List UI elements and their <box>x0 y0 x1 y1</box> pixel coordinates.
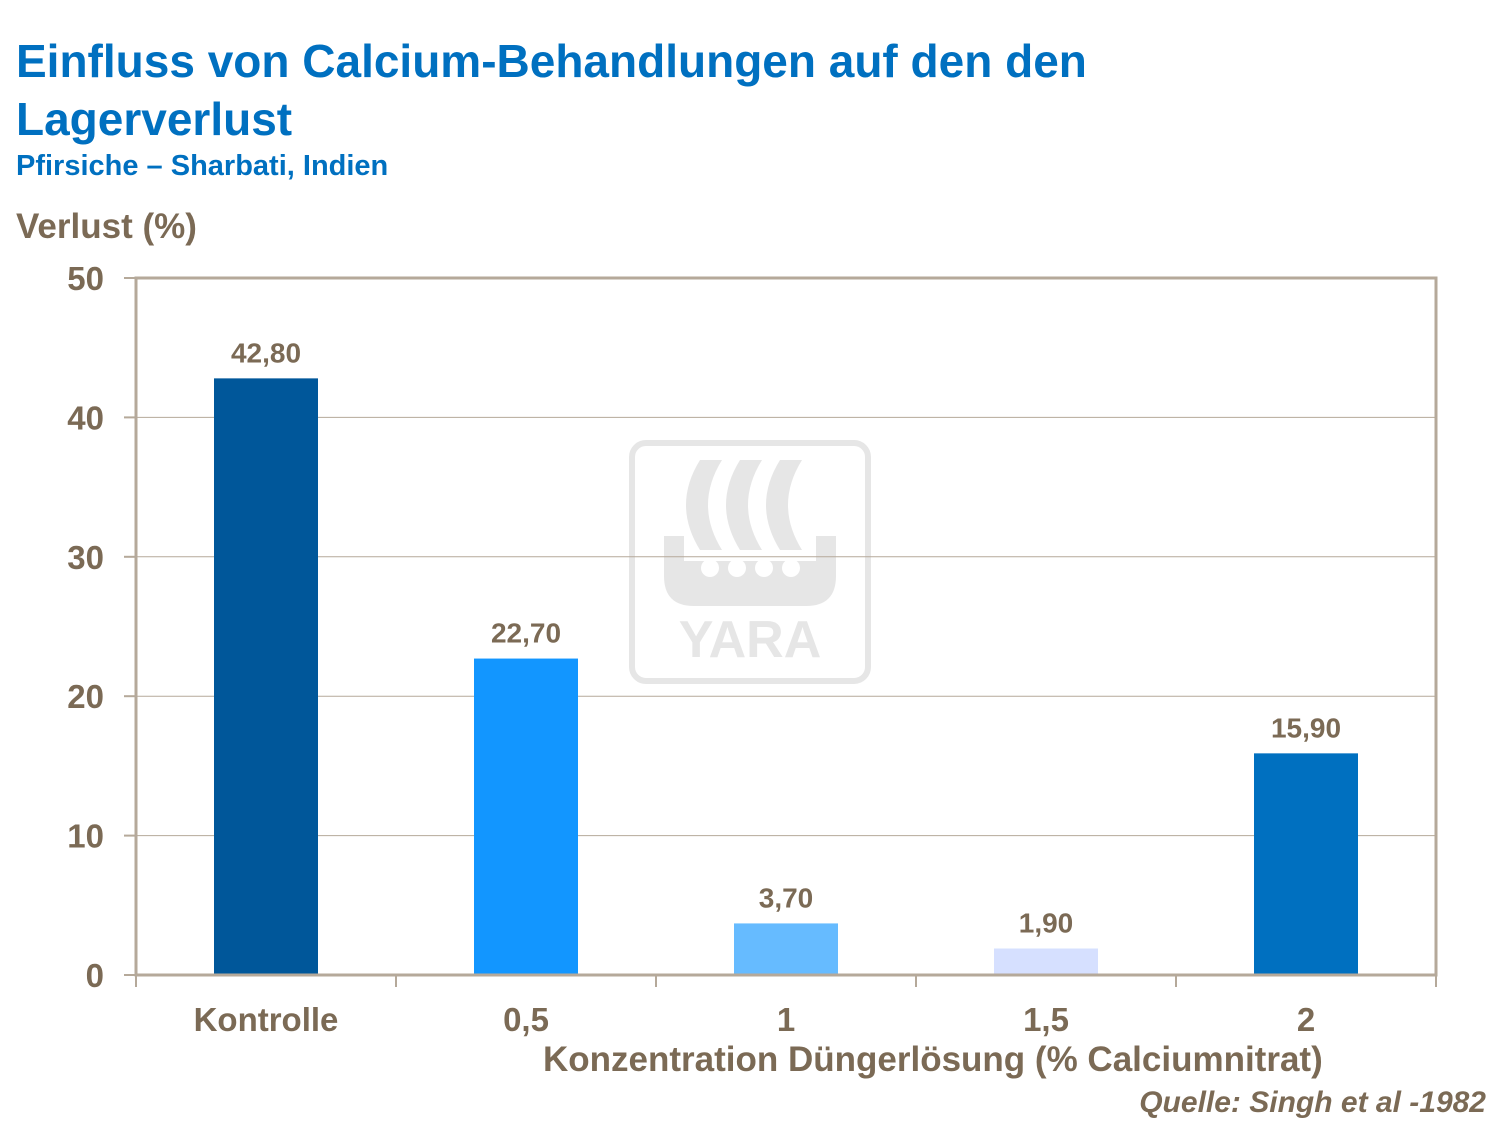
data-label: 1,90 <box>1019 908 1074 939</box>
plot-area-border <box>134 276 1438 977</box>
data-label: 15,90 <box>1271 712 1341 743</box>
bar <box>474 658 578 975</box>
chart-subtitle: Pfirsiche – Sharbati, Indien <box>16 150 389 182</box>
x-tick-label: 0,5 <box>503 1001 549 1038</box>
y-axis-label: Verlust (%) <box>16 207 197 246</box>
x-axis-label: Konzentration Düngerlösung (% Calciumnit… <box>543 1040 1323 1079</box>
x-tick-label: 2 <box>1297 1001 1315 1038</box>
bar <box>214 378 318 975</box>
x-tick-label: Kontrolle <box>194 1001 339 1038</box>
x-tick-label: 1,5 <box>1023 1001 1069 1038</box>
data-label: 22,70 <box>491 618 561 649</box>
data-label: 42,80 <box>231 337 301 368</box>
svg-text:YARA: YARA <box>679 611 822 669</box>
x-tick-label: 1 <box>777 1001 795 1038</box>
y-tick-label: 20 <box>67 678 104 715</box>
y-tick-label: 10 <box>67 818 104 855</box>
y-tick-label: 0 <box>86 957 104 994</box>
y-tick-label: 40 <box>67 399 104 436</box>
yara-watermark-logo: YARA <box>629 440 871 684</box>
bar <box>994 948 1098 975</box>
y-tick-label: 30 <box>67 539 104 576</box>
bar <box>734 923 838 975</box>
data-label: 3,70 <box>759 882 814 913</box>
chart-title: Einfluss von Calcium-Behandlungen auf de… <box>16 35 1087 145</box>
source-note: Quelle: Singh et al -1982 <box>1139 1086 1486 1119</box>
y-tick-label: 50 <box>67 260 104 297</box>
bar <box>1254 753 1358 975</box>
